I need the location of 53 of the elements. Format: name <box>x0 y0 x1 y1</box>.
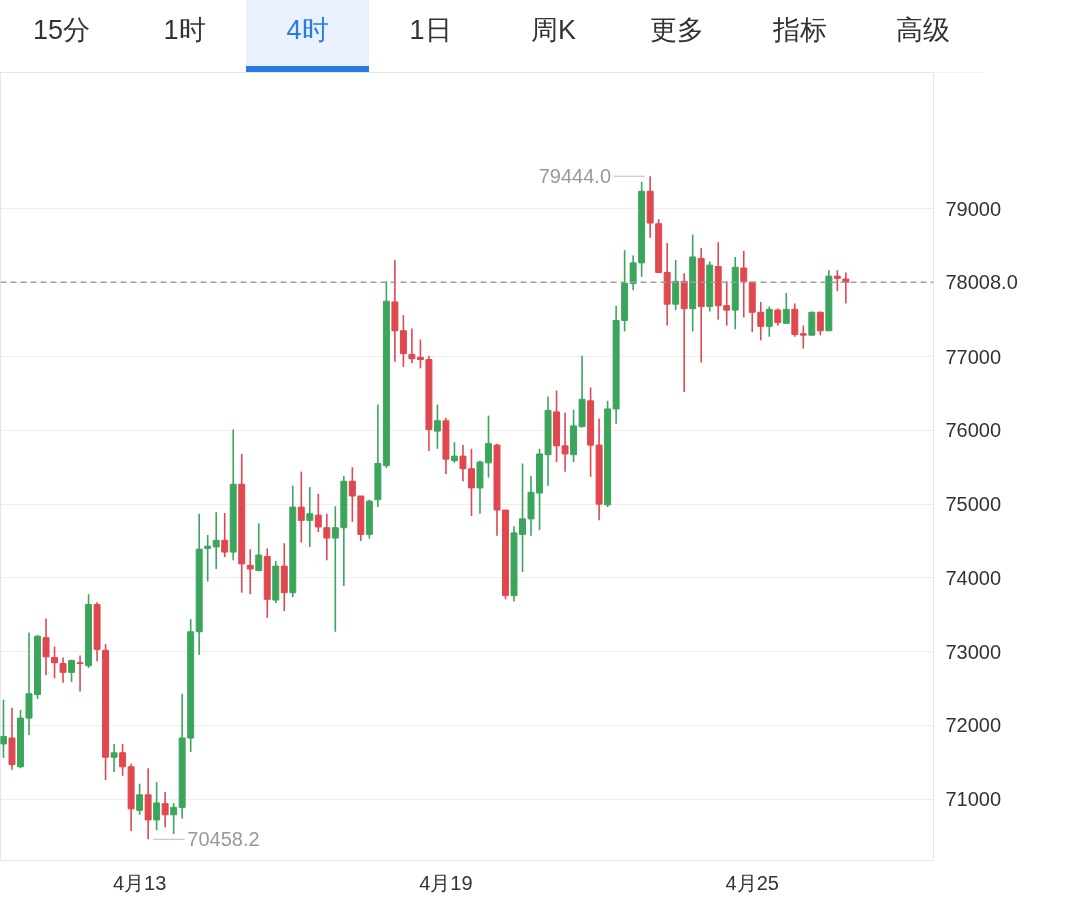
ref-line-label: 78008.0 <box>945 271 1018 294</box>
y-tick-label: 77000 <box>945 345 1002 368</box>
candlestick <box>740 250 748 319</box>
candlestick <box>799 324 807 350</box>
text: 周K <box>530 14 577 47</box>
candlestick <box>246 548 254 595</box>
text: 更多 <box>648 14 705 47</box>
candlestick <box>221 512 229 559</box>
y-tick-label: 71000 <box>945 788 1002 811</box>
candlestick <box>153 781 161 832</box>
candlestick <box>450 441 458 464</box>
candlestick <box>42 617 50 677</box>
candlestick <box>782 292 790 325</box>
candlestick <box>348 466 356 523</box>
candlestick <box>672 259 680 311</box>
candlestick <box>170 802 178 835</box>
candlestick <box>59 656 67 684</box>
candlestick <box>629 254 637 291</box>
x-tick-label: 4月19 <box>419 871 473 894</box>
x-tick-label: 4月25 <box>725 871 779 894</box>
annotation: 79444.0 <box>538 165 612 188</box>
candlestick <box>297 470 305 544</box>
text: 4时 <box>246 0 369 72</box>
candlestick <box>255 522 263 573</box>
text: 指标 <box>771 14 828 47</box>
candlestick <box>833 269 841 292</box>
y-tick-label: 73000 <box>945 640 1002 663</box>
y-tick-label: 74000 <box>945 566 1002 589</box>
candlestick <box>765 305 773 338</box>
y-tick-label: 75000 <box>945 493 1002 516</box>
candlestick <box>323 512 331 561</box>
y-tick-label: 72000 <box>945 714 1002 737</box>
y-tick-label: 79000 <box>945 198 1002 220</box>
candlestick <box>212 511 220 570</box>
candlestick <box>306 486 314 548</box>
text: 15分 <box>31 14 91 47</box>
candlestick <box>51 645 59 680</box>
candlestick <box>433 403 441 450</box>
candlestick <box>0 698 7 759</box>
text: 1日 <box>408 14 453 47</box>
candlestick <box>204 534 212 583</box>
text: 高级 <box>894 14 951 47</box>
candlestick <box>119 743 127 777</box>
x-tick-label: 4月13 <box>112 871 167 894</box>
annotation: 70458.2 <box>187 828 260 851</box>
candlestick <box>561 411 569 473</box>
candlestick <box>76 654 84 693</box>
candlestick <box>136 782 144 816</box>
text: 1时 <box>162 14 207 47</box>
y-tick-label: 76000 <box>945 419 1002 442</box>
candlestick <box>314 493 322 533</box>
candlestick <box>110 743 118 773</box>
candlestick <box>161 791 169 829</box>
